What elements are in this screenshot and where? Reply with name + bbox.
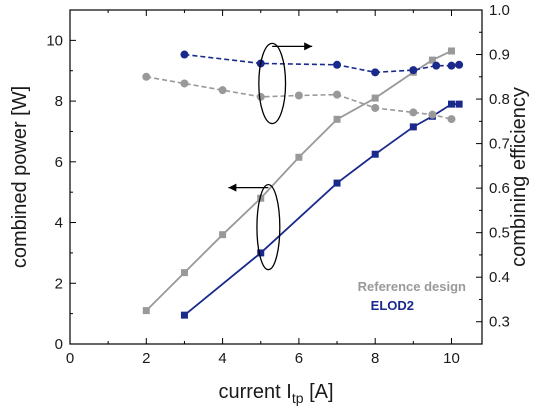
series-line-reference-design bbox=[145, 50, 452, 312]
annotation-ellipse-1 bbox=[258, 42, 287, 125]
data-point-reference-design bbox=[180, 269, 188, 277]
data-point-series-4 bbox=[371, 68, 380, 77]
x-axis-label: current Itp [A] bbox=[218, 381, 333, 406]
data-point-elod2 bbox=[257, 249, 265, 257]
data-point-reference-design bbox=[257, 194, 265, 202]
series-line-series-4 bbox=[184, 53, 460, 74]
data-point-series-3 bbox=[409, 108, 418, 117]
data-point-elod2 bbox=[371, 150, 379, 158]
chart-marks: 0 2 4 6 8 10 0 2 4 6 8 10 0.3 0.4 0.5 0.6 0.7 0.8 0.9 1.0 bbox=[46, 2, 510, 367]
y-right-tick-label: 0.9 bbox=[489, 47, 510, 64]
data-point-elod2 bbox=[447, 100, 455, 108]
y-left-tick-label: 4 bbox=[55, 215, 63, 232]
y-left-tick-label: 0 bbox=[55, 336, 63, 353]
data-point-series-4 bbox=[409, 66, 418, 75]
data-point-elod2 bbox=[333, 179, 341, 187]
x-tick-label: 10 bbox=[443, 350, 460, 367]
data-point-series-3 bbox=[428, 110, 437, 119]
data-point-reference-design bbox=[428, 56, 436, 64]
data-point-series-4 bbox=[180, 50, 189, 59]
x-tick-label: 6 bbox=[295, 350, 303, 367]
y-right-tick-label: 1.0 bbox=[489, 2, 510, 19]
y-left-tick-label: 6 bbox=[55, 154, 63, 171]
x-axis-label-main: current I bbox=[218, 381, 291, 403]
data-point-elod2 bbox=[455, 100, 463, 108]
y-axis-label-right: combining efficiency bbox=[508, 87, 530, 267]
legend-entry-elod2: ELOD2 bbox=[371, 298, 414, 313]
y-left-tick-label: 10 bbox=[46, 32, 63, 49]
series-line-series-3 bbox=[146, 76, 452, 120]
plot-frame bbox=[69, 9, 483, 345]
y-right-tick-label: 0.7 bbox=[489, 136, 510, 153]
y-left-tick-label: 8 bbox=[55, 93, 63, 110]
data-point-reference-design bbox=[295, 153, 303, 161]
data-point-reference-design bbox=[371, 94, 379, 102]
data-point-series-3 bbox=[256, 92, 265, 101]
data-point-reference-design bbox=[333, 115, 341, 123]
data-point-series-3 bbox=[294, 91, 303, 100]
y-right-tick-label: 0.5 bbox=[489, 225, 510, 242]
x-axis-label-unit: [A] bbox=[304, 381, 334, 403]
y-right-tick-label: 0.3 bbox=[489, 314, 510, 331]
data-point-reference-design bbox=[219, 231, 227, 239]
data-point-series-3 bbox=[180, 79, 189, 88]
y-right-tick-label: 0.8 bbox=[489, 91, 510, 108]
x-tick-label: 0 bbox=[66, 350, 74, 367]
data-point-elod2 bbox=[180, 311, 188, 319]
annotation-ellipse-2 bbox=[256, 183, 281, 271]
data-point-series-4 bbox=[455, 60, 464, 69]
data-point-series-3 bbox=[447, 115, 456, 124]
x-tick-label: 8 bbox=[371, 350, 379, 367]
legend-entry-reference-design: Reference design bbox=[358, 279, 466, 294]
data-point-reference-design bbox=[447, 47, 455, 55]
data-point-series-4 bbox=[447, 61, 456, 70]
data-point-series-3 bbox=[333, 90, 342, 99]
data-point-series-3 bbox=[371, 103, 380, 112]
y-right-tick-label: 0.4 bbox=[489, 269, 510, 286]
y-right-tick-label: 0.6 bbox=[489, 180, 510, 197]
y-axis-label-left: combined power [W] bbox=[9, 86, 31, 268]
data-point-series-4 bbox=[432, 61, 441, 70]
y-left-tick-label: 2 bbox=[55, 275, 63, 292]
data-point-reference-design bbox=[142, 307, 150, 315]
data-point-series-3 bbox=[142, 72, 151, 81]
data-point-elod2 bbox=[409, 123, 417, 131]
data-point-series-3 bbox=[218, 86, 227, 95]
x-axis-label-subscript: tp bbox=[292, 390, 304, 406]
annotation-arrowhead-1 bbox=[304, 42, 313, 51]
data-point-series-4 bbox=[333, 60, 342, 69]
x-tick-label: 4 bbox=[218, 350, 226, 367]
x-tick-label: 2 bbox=[142, 350, 150, 367]
annotation-arrowhead-2 bbox=[228, 183, 237, 192]
